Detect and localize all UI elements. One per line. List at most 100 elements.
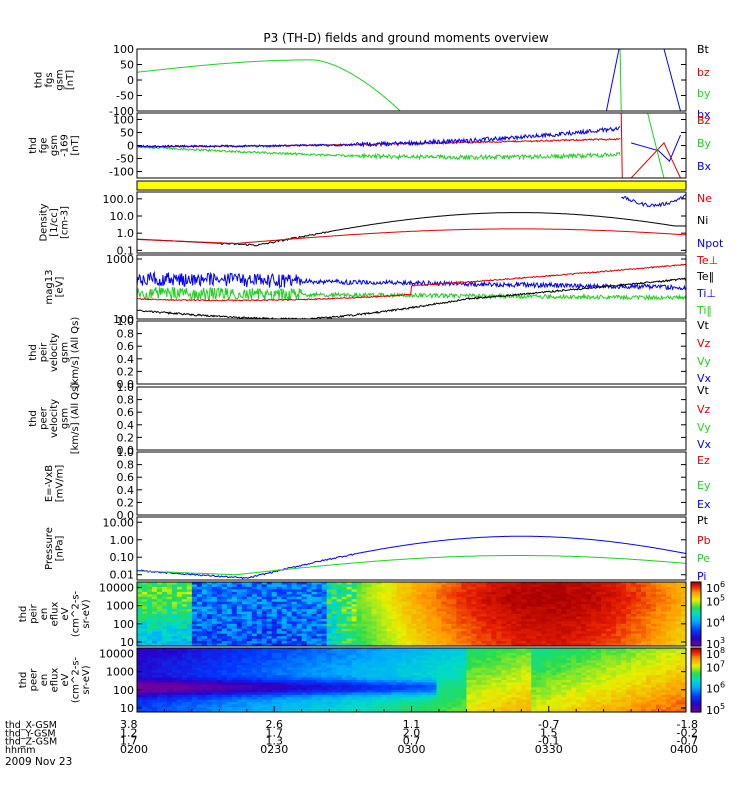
spectrogram-cell <box>616 623 622 627</box>
spectrogram-cell <box>356 596 363 600</box>
spectrogram-cell <box>546 641 552 645</box>
spectrogram-cell <box>206 636 213 640</box>
spectrogram-cell <box>396 689 403 693</box>
spectrogram-cell <box>446 662 453 666</box>
spectrogram-cell <box>266 704 273 708</box>
spectrogram-cell <box>171 631 178 635</box>
spectrogram-cell <box>151 633 158 637</box>
y-tick-label: 100 <box>113 43 134 56</box>
spectrogram-cell <box>446 621 453 625</box>
spectrogram-cell <box>366 667 373 671</box>
spectrogram-cell <box>586 638 592 642</box>
spectrogram-cell <box>196 699 203 703</box>
spectrogram-cell <box>611 582 617 586</box>
y-axis-label-line: peer <box>39 406 50 430</box>
spectrogram-cell <box>251 667 258 671</box>
spectrogram-cell <box>581 614 587 618</box>
spectrogram-cell <box>151 631 158 635</box>
spectrogram-cell <box>676 594 682 598</box>
spectrogram-cell <box>441 675 448 679</box>
spectrogram-cell <box>166 692 173 696</box>
spectrogram-cell <box>361 626 368 630</box>
panel-electron_velocity: thdpeervelocitygsm[km/s] (All Qs) 1.00.80… <box>28 381 711 457</box>
spectrogram-cell <box>456 692 463 696</box>
spectrogram-cell <box>191 611 198 615</box>
spectrogram-cell <box>551 606 557 610</box>
spectrogram-cell <box>486 589 492 593</box>
spectrogram-cell <box>411 636 418 640</box>
spectrogram-cell <box>381 601 388 605</box>
spectrogram-cell <box>141 697 148 701</box>
spectrogram-cell <box>501 628 507 632</box>
spectrogram-cell <box>411 609 418 613</box>
spectrogram-cell <box>521 638 527 642</box>
spectrogram-cell <box>216 636 223 640</box>
spectrogram-cell <box>561 621 567 625</box>
spectrogram-cell <box>351 584 358 588</box>
spectrogram-cell <box>501 601 507 605</box>
spectrogram-cell <box>137 689 143 693</box>
spectrogram-cell <box>211 614 218 618</box>
spectrogram-cell <box>476 599 482 603</box>
spectrogram-cell <box>321 707 328 711</box>
spectrogram-cell <box>341 591 348 595</box>
spectrogram-cell <box>266 662 273 666</box>
spectrogram-cell <box>231 687 238 691</box>
spectrogram-cell <box>666 621 672 625</box>
spectrogram-cell <box>216 631 223 635</box>
spectrogram-cell <box>386 601 393 605</box>
spectrogram-cell <box>536 584 542 588</box>
spectrogram-cell <box>626 611 632 615</box>
spectrogram-cell <box>536 631 542 635</box>
spectrogram-cell <box>461 604 467 608</box>
legend-fge-2: Bx <box>697 160 712 173</box>
spectrogram-cell <box>296 636 303 640</box>
spectrogram-cell <box>671 601 677 605</box>
spectrogram-cell <box>206 662 213 666</box>
spectrogram-cell <box>521 601 527 605</box>
spectrogram-cell <box>331 614 338 618</box>
spectrogram-cell <box>591 584 597 588</box>
spectrogram-cell <box>226 628 233 632</box>
spectrogram-cell <box>636 589 642 593</box>
spectrogram-cell <box>681 638 686 642</box>
spectrogram-cell <box>271 672 278 676</box>
spectrogram-cell <box>181 599 188 603</box>
spectrogram-cell <box>576 616 582 620</box>
spectrogram-cell <box>366 660 373 664</box>
spectrogram-cell <box>421 641 428 645</box>
spectrogram-cell <box>621 601 627 605</box>
spectrogram-cell <box>481 638 487 642</box>
spectrogram-cell <box>301 657 308 661</box>
spectrogram-cell <box>481 609 487 613</box>
y-tick-label: 1.0 <box>117 446 135 459</box>
spectrogram-cell <box>321 697 328 701</box>
spectrogram-cell <box>196 594 203 598</box>
spectrogram-cell <box>646 601 652 605</box>
spectrogram-cell <box>386 582 393 586</box>
spectrogram-cell <box>361 616 368 620</box>
spectrogram-cell <box>156 618 163 622</box>
spectrogram-cell <box>351 586 358 590</box>
spectrogram-cell <box>211 633 218 637</box>
spectrogram-cell <box>466 650 472 654</box>
spectrogram-cell <box>166 643 173 646</box>
spectrogram-cell <box>416 662 423 666</box>
spectrogram-cell <box>196 670 203 674</box>
spectrogram-cell <box>576 614 582 618</box>
spectrogram-cell <box>316 623 323 627</box>
spectrogram-cell <box>476 657 482 661</box>
spectrogram-cell <box>541 616 547 620</box>
spectrogram-cell <box>336 652 343 656</box>
spectrogram-cell <box>681 586 686 590</box>
spectrogram-cell <box>281 584 288 588</box>
spectrogram-cell <box>671 609 677 613</box>
spectrogram-cell <box>441 616 448 620</box>
spectrogram-cell <box>316 641 323 645</box>
legend-electron_velocity-2: Vy <box>697 421 711 434</box>
spectrogram-cell <box>476 643 482 646</box>
spectrogram-cell <box>166 675 173 679</box>
spectrogram-cell <box>466 689 472 693</box>
series-Ne <box>137 228 686 245</box>
spectrogram-cell <box>456 670 463 674</box>
